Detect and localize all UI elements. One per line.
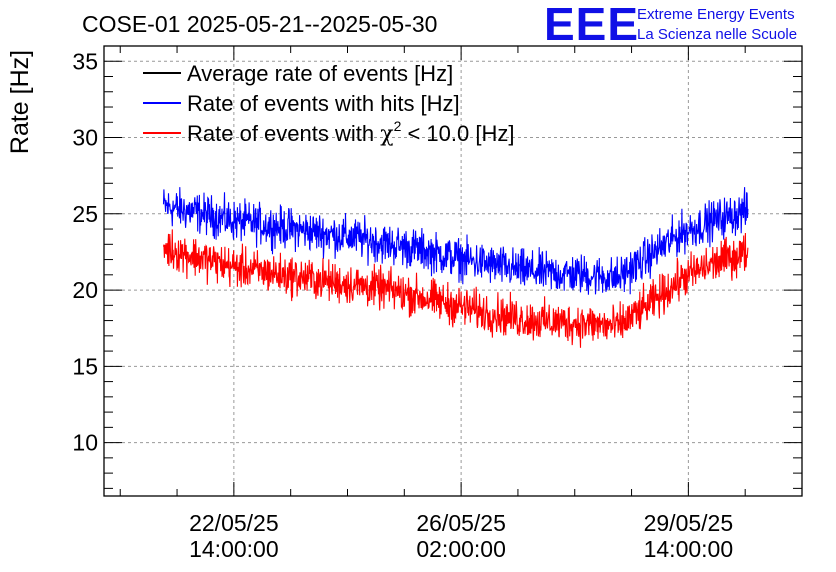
legend-label-chi2-symbol: χ <box>380 122 393 147</box>
axis-ticks <box>104 45 802 496</box>
x-tick-date: 26/05/25 <box>416 510 506 536</box>
y-tick-label: 15 <box>72 353 98 379</box>
x-tick-date: 22/05/25 <box>189 510 279 536</box>
legend: Average rate of events [Hz] Rate of even… <box>143 61 514 147</box>
x-tick-time: 14:00:00 <box>189 536 279 562</box>
eee-logo-line1: Extreme Energy Events <box>637 6 795 23</box>
x-tick-date: 29/05/25 <box>644 510 734 536</box>
legend-label-chi2-suffix: < 10.0 [Hz] <box>401 121 514 146</box>
eee-logo: EEE Extreme Energy Events La Scienza nel… <box>544 0 797 50</box>
y-tick-label: 25 <box>72 201 98 227</box>
legend-label-average: Average rate of events [Hz] <box>187 61 453 86</box>
legend-label-hits: Rate of events with hits [Hz] <box>187 91 460 116</box>
x-tick-time: 14:00:00 <box>644 536 734 562</box>
y-tick-labels: 10 15 20 25 30 35 <box>72 48 98 455</box>
eee-logo-mark: EEE <box>544 0 639 50</box>
y-tick-label: 10 <box>72 430 98 456</box>
legend-label-chi2-prefix: Rate of events with <box>187 121 380 146</box>
y-tick-label: 35 <box>72 48 98 74</box>
series-chi2-line <box>162 229 749 348</box>
legend-label-chi2: Rate of events with χ2 < 10.0 [Hz] <box>187 118 514 147</box>
y-tick-label: 20 <box>72 277 98 303</box>
y-tick-label: 30 <box>72 125 98 151</box>
chart-title: COSE-01 2025-05-21--2025-05-30 <box>82 11 437 37</box>
plot-frame <box>103 45 803 497</box>
series-hits-line <box>162 187 749 295</box>
x-tick-labels: 22/05/2514:00:0026/05/2502:00:0029/05/25… <box>189 510 733 562</box>
y-axis-label: Rate [Hz] <box>6 50 34 154</box>
legend-label-chi2-sup: 2 <box>394 118 402 134</box>
x-tick-time: 02:00:00 <box>416 536 506 562</box>
eee-logo-line2: La Scienza nelle Scuole <box>637 26 797 43</box>
data-series <box>162 187 749 348</box>
